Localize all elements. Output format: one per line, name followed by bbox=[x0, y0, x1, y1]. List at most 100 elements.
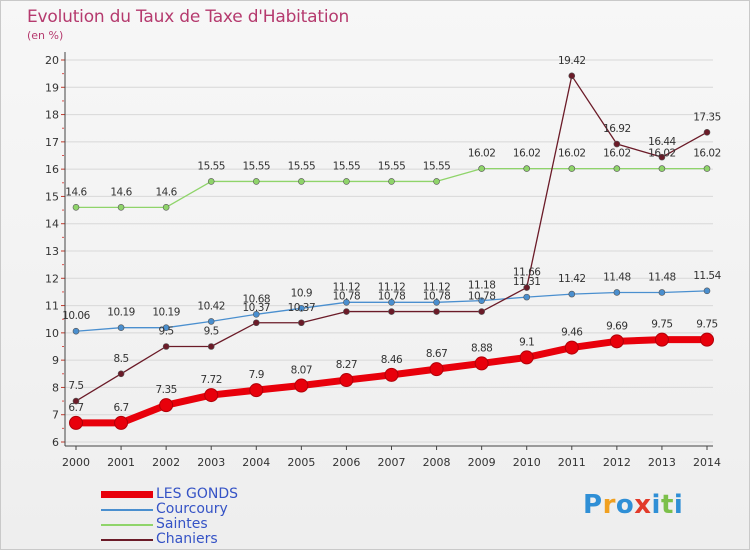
y-tick-label: 16 bbox=[45, 163, 59, 176]
data-point bbox=[613, 289, 621, 296]
data-point bbox=[568, 290, 576, 298]
data-point bbox=[207, 343, 215, 350]
data-label: 9.46 bbox=[561, 327, 583, 339]
x-tick-label: 2011 bbox=[558, 456, 586, 469]
data-label: 6.7 bbox=[68, 402, 83, 414]
data-point bbox=[388, 308, 395, 315]
data-point bbox=[654, 332, 669, 347]
y-tick-label: 7 bbox=[52, 409, 59, 422]
unit-label: (en %) bbox=[27, 29, 64, 42]
data-point bbox=[613, 165, 621, 172]
data-label: 15.55 bbox=[378, 160, 406, 172]
axes: 6 7 8 9 10 11 12 13 14 15 16 17 18 19 20 2000 2001 2002 20… bbox=[45, 52, 721, 469]
data-label: 16.02 bbox=[468, 148, 496, 160]
data-label: 9.69 bbox=[606, 320, 627, 332]
data-point bbox=[433, 308, 440, 315]
data-label: 16.02 bbox=[603, 148, 631, 160]
legend-label: Chaniers bbox=[156, 531, 218, 547]
data-point bbox=[252, 319, 260, 327]
data-label: 11.18 bbox=[468, 280, 496, 292]
data-point bbox=[343, 308, 350, 315]
data-point bbox=[433, 178, 440, 185]
grid bbox=[65, 59, 713, 443]
chart-title: Evolution du Taux de Taxe d'Habitation bbox=[27, 7, 350, 27]
data-label: 9.75 bbox=[696, 319, 717, 331]
x-tick-label: 2013 bbox=[648, 456, 676, 469]
data-label: 17.35 bbox=[693, 111, 721, 123]
data-label: 9.5 bbox=[204, 326, 219, 338]
data-label: 15.55 bbox=[288, 160, 316, 172]
y-tick-label: 6 bbox=[52, 436, 59, 449]
data-point bbox=[207, 178, 215, 185]
data-label: 7.9 bbox=[249, 369, 264, 381]
data-point bbox=[658, 153, 666, 161]
data-point bbox=[523, 284, 531, 291]
data-point bbox=[388, 178, 395, 185]
x-tick-label: 2008 bbox=[423, 456, 451, 469]
data-point bbox=[478, 165, 485, 172]
series-chaniers bbox=[72, 72, 711, 405]
data-point bbox=[69, 415, 83, 430]
data-point bbox=[474, 356, 489, 371]
data-label: 11.12 bbox=[378, 281, 406, 293]
data-point bbox=[117, 204, 125, 211]
data-point bbox=[568, 72, 576, 80]
data-label: 10.78 bbox=[333, 291, 361, 303]
data-point bbox=[523, 165, 531, 172]
data-point bbox=[519, 350, 534, 365]
y-tick-label: 8 bbox=[52, 381, 59, 394]
data-label: 8.5 bbox=[113, 353, 128, 365]
data-label: 10.78 bbox=[423, 291, 451, 303]
data-point bbox=[159, 398, 174, 413]
proxiti-logo: Proxiti bbox=[583, 490, 683, 520]
x-tick-label: 2009 bbox=[468, 456, 496, 469]
data-point bbox=[523, 293, 531, 301]
data-label: 16.02 bbox=[513, 148, 541, 160]
y-tick-label: 19 bbox=[45, 81, 59, 94]
data-point bbox=[429, 362, 444, 377]
data-label: 7.5 bbox=[68, 380, 83, 392]
data-point bbox=[384, 367, 399, 382]
data-label: 10.42 bbox=[197, 300, 225, 312]
legend-swatch bbox=[101, 539, 153, 541]
data-label: 14.6 bbox=[65, 186, 87, 198]
data-point bbox=[252, 311, 260, 318]
data-point bbox=[343, 298, 350, 306]
data-point bbox=[114, 415, 129, 430]
data-label: 11.12 bbox=[423, 281, 451, 293]
data-label: 7.72 bbox=[201, 374, 222, 386]
x-tick-label: 2002 bbox=[152, 456, 180, 469]
data-label: 11.31 bbox=[513, 276, 541, 288]
data-point bbox=[162, 204, 170, 211]
data-point bbox=[72, 327, 80, 335]
series-courcoury bbox=[72, 287, 711, 335]
y-tick-label: 17 bbox=[45, 136, 59, 149]
data-label: 10.37 bbox=[288, 302, 316, 314]
legend-label: Courcoury bbox=[156, 501, 228, 517]
legend-swatch bbox=[101, 491, 153, 498]
data-label: 9.5 bbox=[159, 326, 174, 338]
x-tick-label: 2014 bbox=[693, 456, 721, 469]
data-label: 8.07 bbox=[291, 365, 312, 377]
labels-layer: 14.6 14.6 14.6 15.55 15.55 15.55 15.55 15.55 15.… bbox=[62, 55, 722, 414]
logo-letter: x bbox=[634, 490, 652, 520]
x-tick-label: 2004 bbox=[242, 456, 270, 469]
data-label: 11.48 bbox=[603, 271, 631, 283]
legend-label: LES GONDS bbox=[156, 486, 238, 502]
data-label: 16.02 bbox=[558, 148, 586, 160]
data-point bbox=[433, 298, 440, 306]
data-point bbox=[298, 178, 305, 185]
data-point bbox=[207, 318, 215, 325]
y-tick-label: 20 bbox=[45, 54, 59, 67]
data-point bbox=[162, 343, 170, 350]
data-point bbox=[294, 378, 309, 393]
data-label: 10.06 bbox=[62, 310, 90, 322]
data-point bbox=[249, 383, 264, 398]
data-label: 7.35 bbox=[155, 384, 176, 396]
data-point bbox=[72, 397, 80, 405]
data-label: 8.27 bbox=[336, 359, 357, 371]
legend-swatch bbox=[101, 524, 153, 526]
data-label: 10.68 bbox=[243, 293, 271, 305]
data-label: 16.02 bbox=[648, 148, 676, 160]
